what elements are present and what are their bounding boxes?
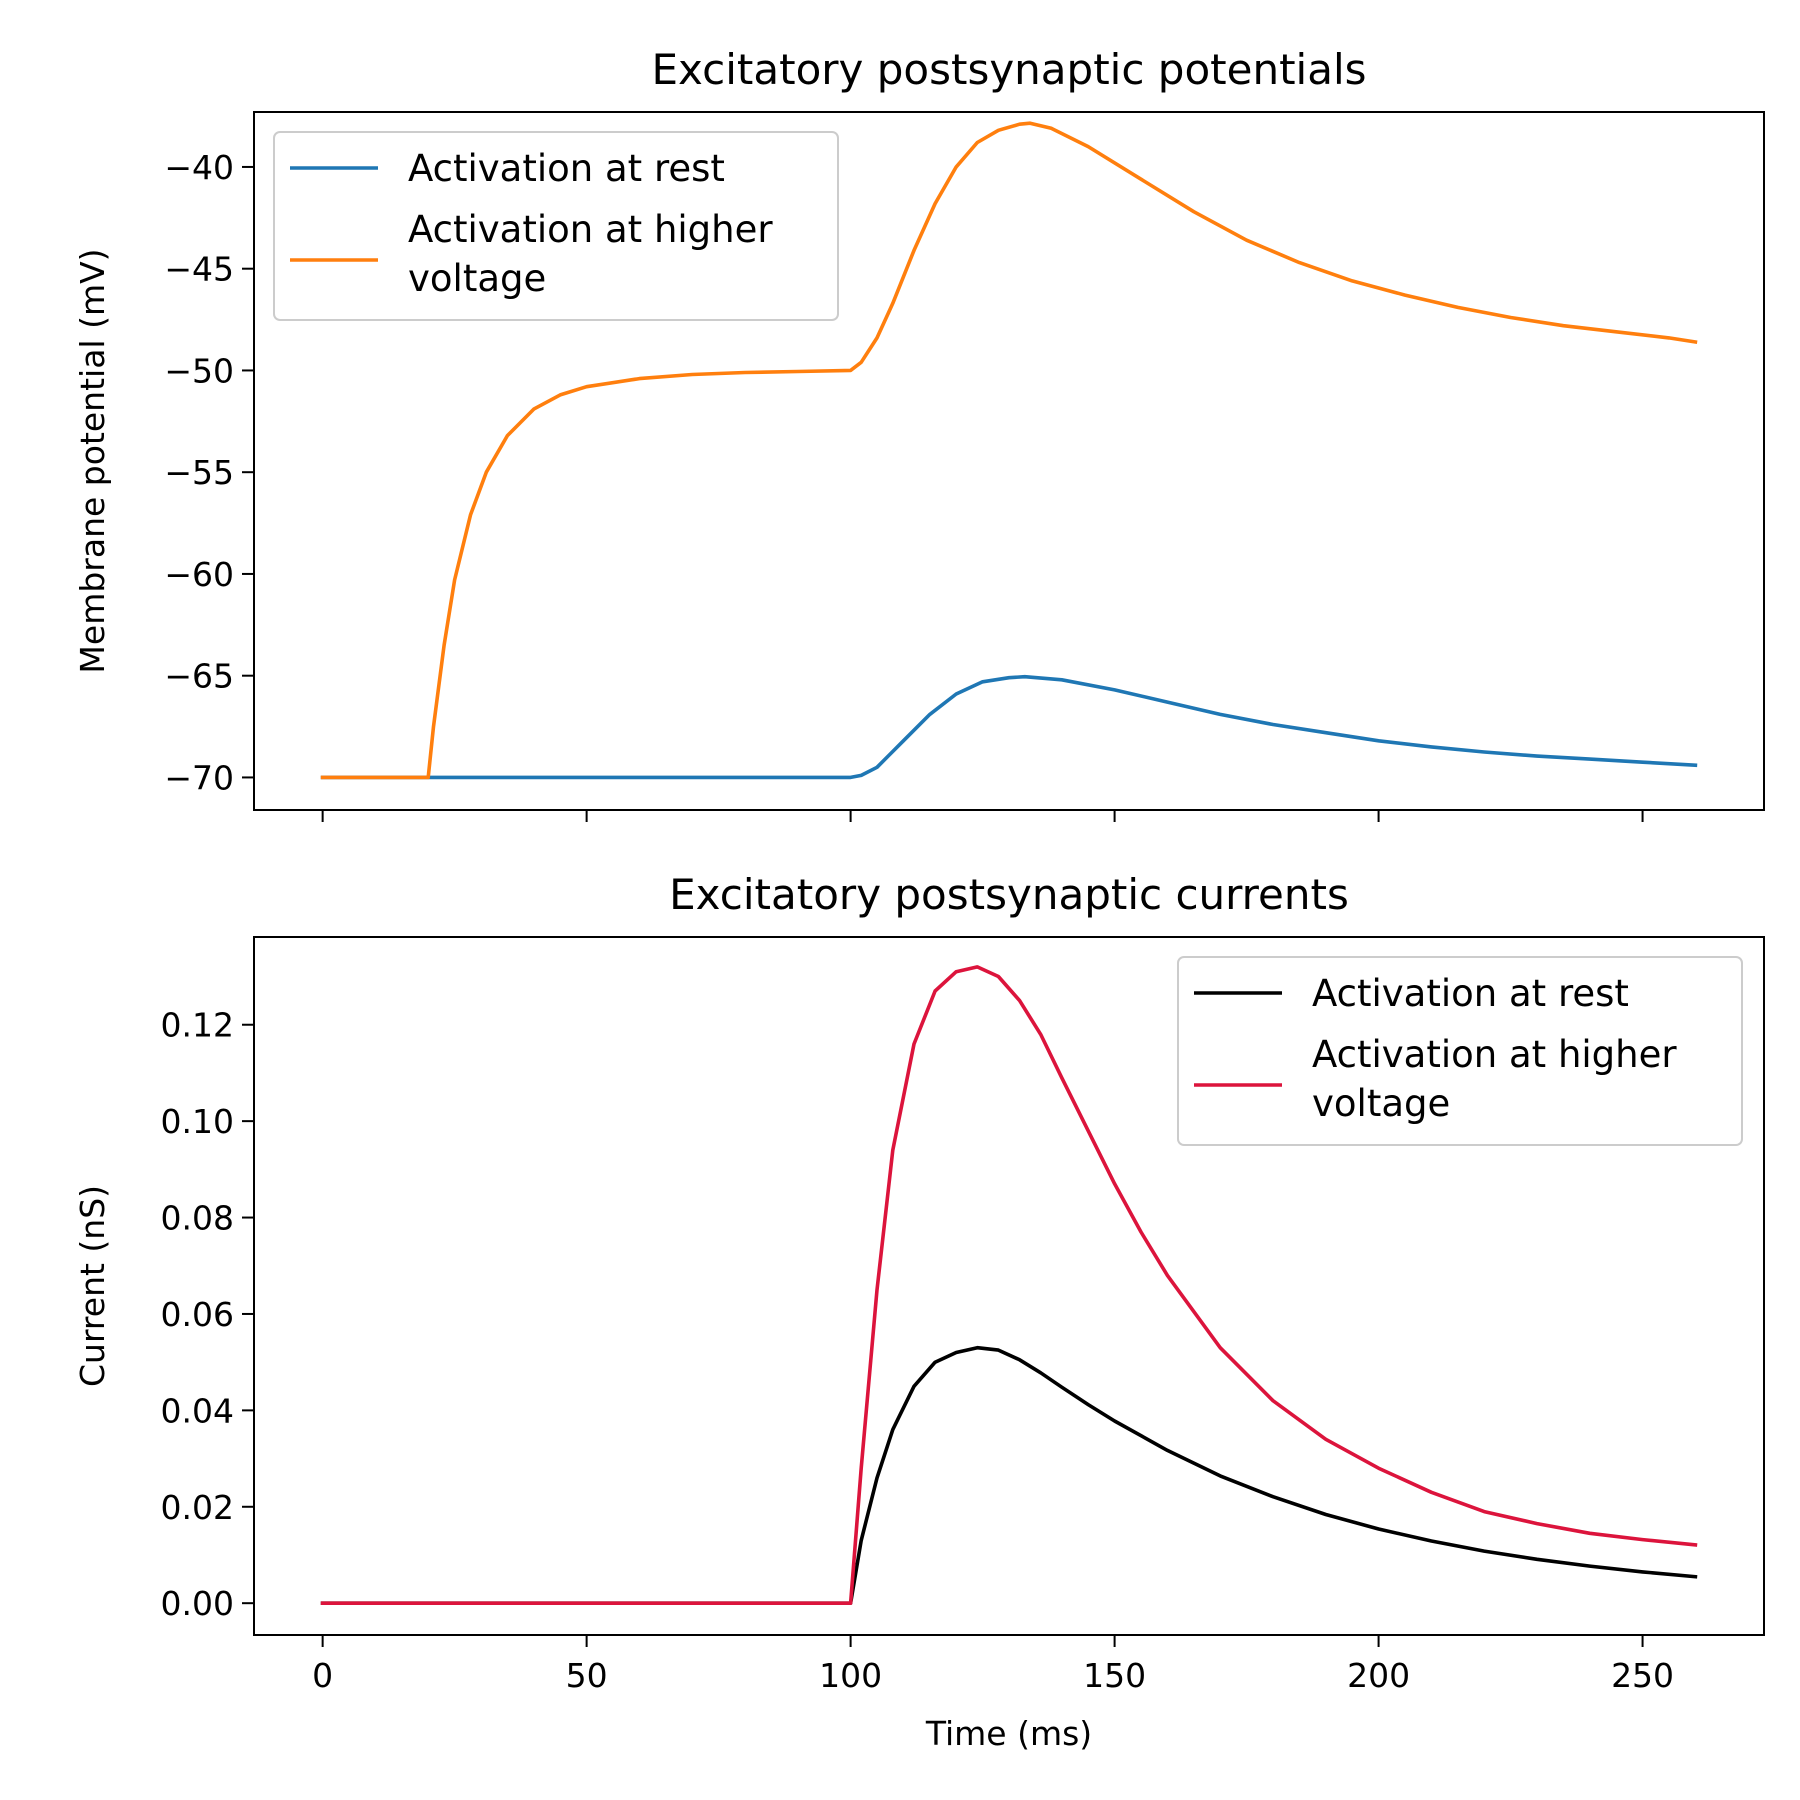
legend-label: Activation at higher (408, 208, 773, 251)
x-tick-label: 0 (312, 1656, 333, 1695)
series-line-higher-voltage (320, 121, 1698, 780)
y-tick-label: −60 (164, 555, 234, 594)
y-tick-label: 0.12 (161, 1006, 234, 1045)
x-tick-label: 50 (566, 1656, 608, 1695)
membrane-potential-panel: Excitatory postsynaptic potentials −40 −45… (73, 45, 1765, 822)
y-tick-label: −50 (164, 351, 234, 390)
legend: Activation at rest Activation at higher vo… (1177, 956, 1743, 1146)
legend-label: Activation at higher (1312, 1033, 1677, 1076)
y-tick-label: 0.00 (161, 1584, 234, 1623)
y-tick-label: −65 (164, 657, 234, 696)
y-axis-label: Current (nS) (73, 1185, 112, 1387)
y-tick-label: 0.06 (161, 1295, 234, 1334)
y-tick-label: 0.04 (161, 1391, 234, 1430)
legend-box (273, 131, 839, 321)
series-line-higher-voltage (320, 965, 1698, 1605)
legend-label: Activation at rest (408, 147, 725, 190)
x-tick-label: 200 (1347, 1656, 1410, 1695)
current-panel: Excitatory postsynaptic currents 0 50 100 15… (73, 870, 1765, 1753)
x-tick-label: 150 (1083, 1656, 1146, 1695)
axes-frame (253, 111, 1765, 811)
chart-title: Excitatory postsynaptic potentials (651, 45, 1366, 94)
y-tick-label: −45 (164, 250, 234, 289)
y-tick-label: 0.02 (161, 1488, 234, 1527)
chart-title: Excitatory postsynaptic currents (669, 870, 1349, 919)
y-tick-label: −55 (164, 453, 234, 492)
x-tick-label: 100 (819, 1656, 882, 1695)
y-tick-label: 0.08 (161, 1199, 234, 1238)
legend: Activation at rest Activation at higher vo… (273, 131, 839, 321)
legend-box (1177, 956, 1743, 1146)
legend-label: voltage (408, 257, 546, 300)
x-tick-label: 250 (1611, 1656, 1674, 1695)
series-line-rest (320, 1345, 1698, 1605)
y-axis-label: Membrane potential (mV) (73, 248, 112, 673)
legend-label: Activation at rest (1312, 972, 1629, 1015)
x-axis-label: Time (ms) (925, 1714, 1092, 1753)
y-tick-label: −70 (164, 758, 234, 797)
axes-frame (253, 936, 1765, 1636)
y-tick-label: −40 (164, 148, 234, 187)
series-line-rest (320, 674, 1698, 780)
legend-label: voltage (1312, 1082, 1450, 1125)
y-tick-label: 0.10 (161, 1102, 234, 1141)
